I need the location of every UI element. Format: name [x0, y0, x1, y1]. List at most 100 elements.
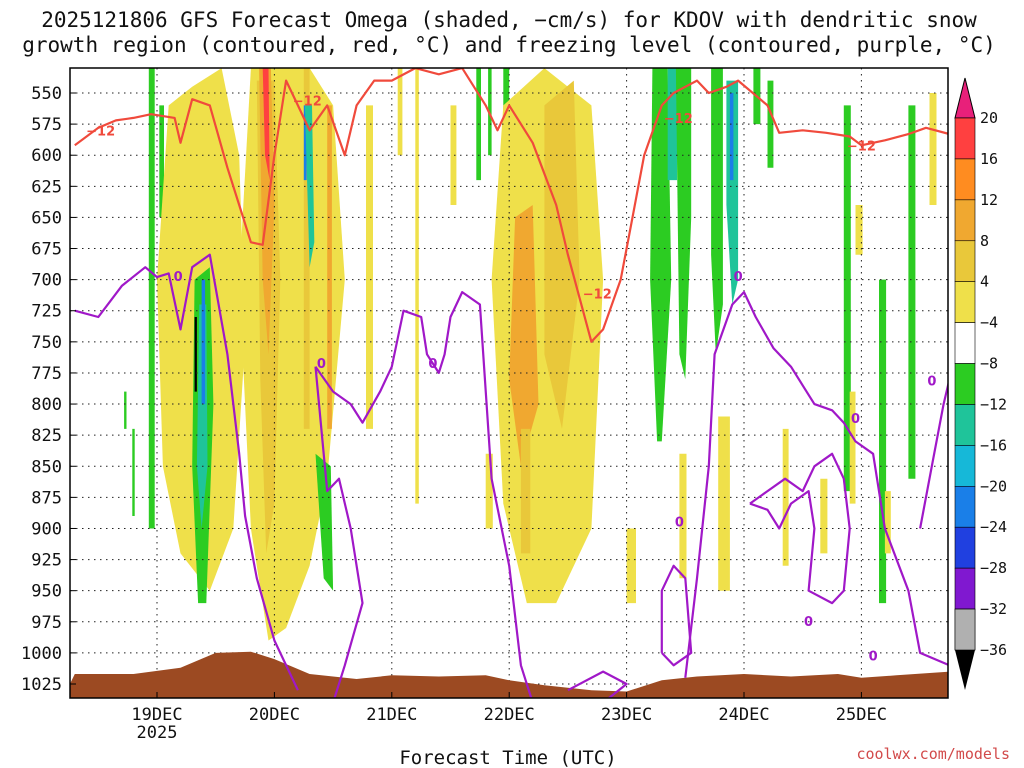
- colorbar-swatch: [954, 404, 976, 446]
- plot-area: −12 −12 −12 −12 −12 0 0 0 0 0 0 0 0 0: [70, 68, 948, 698]
- dgz-contour-label: −12: [583, 288, 612, 303]
- colorbar-swatch: [954, 322, 976, 364]
- colorbar-swatch: [954, 199, 976, 242]
- x-tick-label-19DEC: 19DEC: [131, 705, 182, 725]
- y-tick-label-600: 600: [31, 146, 62, 166]
- y-tick-label-875: 875: [31, 488, 62, 508]
- dgz-contours: −12 −12 −12 −12 −12: [74, 68, 948, 343]
- omega-shade-yellow: [450, 105, 457, 205]
- colorbar-label: 12: [980, 191, 998, 209]
- colorbar-bottom-arrow: [955, 650, 975, 690]
- omega-shade-red: [262, 68, 270, 181]
- x-tick-label-22DEC: 22DEC: [484, 705, 535, 725]
- colorbar-swatch: [954, 486, 976, 528]
- chart-title-line-2: growth region (contoured, red, °C) and f…: [22, 33, 996, 57]
- x-tick-label-24DEC: 24DEC: [718, 705, 769, 725]
- omega-shade-green: [767, 80, 774, 168]
- y-tick-label-800: 800: [31, 395, 62, 415]
- omega-shade-yellow: [626, 528, 636, 604]
- freezing-contour-line: [314, 291, 533, 698]
- dgz-contour-label: −12: [664, 112, 693, 127]
- omega-shade-green: [843, 105, 851, 492]
- freezing-contour-label: 0: [804, 615, 813, 630]
- omega-shade-gold: [520, 428, 531, 554]
- omega-shade-teal: [726, 80, 739, 305]
- freezing-level-contours: 0 0 0 0 0 0 0 0 0: [74, 253, 948, 698]
- colorbar-label: 16: [980, 150, 998, 168]
- freezing-contour-label: 0: [675, 515, 684, 530]
- omega-shade-green: [650, 68, 672, 442]
- x-tick-label-21DEC: 21DEC: [366, 705, 417, 725]
- freezing-contour-line: [74, 253, 299, 691]
- colorbar-swatch: [954, 117, 976, 160]
- freezing-contour-line: [660, 564, 693, 667]
- omega-shade-teal: [304, 105, 315, 268]
- colorbar: 20 16 12 8 4 −4 −8 −12 −16 −20 −24 −28 −32 −36: [954, 77, 1007, 690]
- y-tick-label-650: 650: [31, 208, 62, 228]
- y-axis: 550 575 600 625 650 675 700 725 750 775 800 825 850 8…: [21, 84, 76, 695]
- colorbar-swatch: [954, 158, 976, 201]
- y-tick-label-775: 775: [31, 364, 62, 384]
- omega-shade-green: [908, 105, 916, 479]
- omega-shade-green: [124, 391, 127, 429]
- dgz-contour-label: −12: [847, 140, 876, 155]
- y-tick-label-925: 925: [31, 551, 62, 571]
- colorbar-swatch: [954, 240, 976, 282]
- freezing-contour-line: [567, 670, 628, 698]
- colorbar-label: −20: [980, 477, 1007, 495]
- colorbar-swatch: [954, 281, 976, 323]
- freezing-contour-line: [314, 366, 364, 698]
- dgz-contour-label: −12: [293, 95, 322, 110]
- colorbar-label: −16: [980, 436, 1007, 454]
- colorbar-label: −28: [980, 559, 1007, 577]
- colorbar-swatch: [954, 526, 976, 569]
- x-tick-label-23DEC: 23DEC: [601, 705, 652, 725]
- dgz-contour-label: −12: [86, 125, 115, 140]
- freezing-contour-label: 0: [428, 357, 437, 372]
- credit-text[interactable]: coolwx.com/models: [856, 745, 1010, 763]
- omega-shade-blue: [729, 93, 734, 181]
- colorbar-label: 20: [980, 109, 998, 127]
- omega-shade-green: [132, 428, 135, 516]
- colorbar-label: −4: [980, 314, 998, 332]
- omega-shade-yellow: [679, 453, 687, 579]
- x-tick-label-20DEC: 20DEC: [249, 705, 300, 725]
- omega-shade-green: [879, 279, 887, 604]
- omega-shade-black: [194, 317, 197, 392]
- x-tick-year-label: 2025: [137, 723, 178, 743]
- y-tick-label-700: 700: [31, 271, 62, 291]
- colorbar-swatch: [954, 363, 976, 405]
- omega-shade-yellow: [415, 68, 419, 504]
- colorbar-top-arrow: [954, 77, 976, 119]
- omega-shade-green: [675, 68, 692, 380]
- y-tick-label-750: 750: [31, 333, 62, 353]
- freezing-contour-label: 0: [869, 650, 878, 665]
- omega-shading: [124, 68, 937, 641]
- y-tick-label-1025: 1025: [21, 675, 62, 695]
- omega-shade-green: [159, 105, 164, 218]
- omega-shade-yellow: [820, 478, 828, 554]
- freezing-contour-line: [684, 291, 948, 678]
- x-axis-title: Forecast Time (UTC): [399, 747, 616, 768]
- y-tick-label-900: 900: [31, 519, 62, 539]
- colorbar-label: −36: [980, 641, 1007, 659]
- omega-shade-yellow: [849, 391, 856, 504]
- omega-shade-yellow: [929, 93, 937, 205]
- colorbar-label: −24: [980, 518, 1007, 536]
- omega-shade-orange: [509, 205, 539, 467]
- terrain-surface: [70, 651, 948, 698]
- freezing-contour-label: 0: [927, 375, 936, 390]
- colorbar-swatch: [954, 608, 976, 651]
- omega-shade-yellow: [782, 428, 789, 566]
- y-tick-label-850: 850: [31, 457, 62, 477]
- omega-shade-yellow: [366, 105, 373, 429]
- freezing-contour-line: [919, 380, 948, 529]
- omega-shade-yellow: [397, 68, 403, 156]
- freezing-contour-label: 0: [317, 357, 326, 372]
- colorbar-label: −12: [980, 395, 1007, 413]
- colorbar-label: 4: [980, 273, 989, 291]
- freezing-contour-line: [749, 452, 851, 605]
- y-tick-label-550: 550: [31, 84, 62, 104]
- colorbar-label: 8: [980, 232, 989, 250]
